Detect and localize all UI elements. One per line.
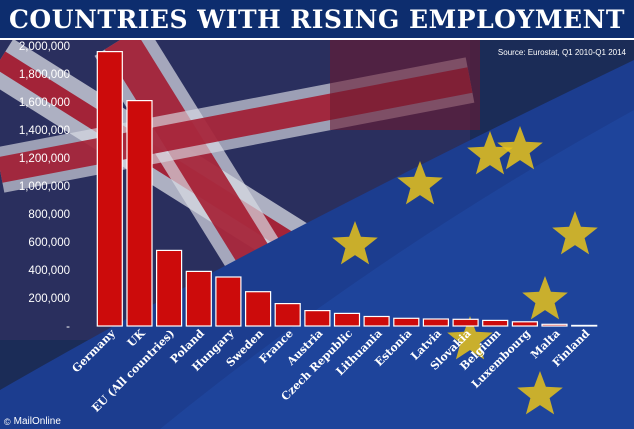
bar-eu-all-countries <box>156 249 183 327</box>
y-tick-label: 400,000 <box>28 265 70 277</box>
eu-star-4 <box>332 221 378 265</box>
credit-label: MailOnline <box>13 416 61 427</box>
eu-star-5 <box>522 276 568 320</box>
x-tick-label: UK <box>125 327 148 350</box>
bar-slovakia <box>452 318 479 327</box>
bars <box>96 50 598 327</box>
bar-malta <box>541 323 568 327</box>
bar-hungary <box>215 276 242 327</box>
bar-luxembourg <box>511 321 539 327</box>
y-tick-label: 800,000 <box>28 209 70 221</box>
y-tick-label: 200,000 <box>28 293 70 305</box>
bar-estonia <box>393 317 420 327</box>
bar-austria <box>304 310 331 327</box>
credit: © MailOnline <box>4 416 61 427</box>
eu-star-0 <box>497 126 543 170</box>
bar-france <box>274 303 301 327</box>
bar-germany <box>96 50 123 327</box>
bar-finland <box>571 324 598 327</box>
y-tick-label: - <box>66 321 70 333</box>
title-bar: COUNTRIES WITH RISING EMPLOYMENT <box>0 0 634 40</box>
page-title: COUNTRIES WITH RISING EMPLOYMENT <box>9 4 625 34</box>
eu-star-3 <box>552 211 598 255</box>
bar-belgium <box>482 319 509 327</box>
x-tick-label: Germany <box>70 326 119 375</box>
bar-uk <box>126 99 153 327</box>
y-tick-label: 1,800,000 <box>19 69 70 81</box>
bar-sweden <box>245 291 272 327</box>
bar-poland <box>185 270 212 327</box>
eu-star-1 <box>467 131 513 175</box>
eu-star-2 <box>397 161 443 205</box>
y-tick-label: 1,200,000 <box>19 153 70 165</box>
y-tick-label: 1,600,000 <box>19 97 70 109</box>
bar-latvia <box>422 318 449 327</box>
copyright-icon: © <box>4 416 11 427</box>
source-note: Source: Eurostat, Q1 2010-Q1 2014 <box>497 48 626 57</box>
y-axis: - 200,000 400,000 600,000 800,000 1,000,000 1,… <box>19 41 70 333</box>
eu-star-6 <box>447 316 493 360</box>
y-tick-label: 1,000,000 <box>19 181 70 193</box>
y-tick-label: 600,000 <box>28 237 70 249</box>
bar-lithuania <box>363 315 390 327</box>
eu-star-7 <box>517 371 563 415</box>
eu-stars <box>332 126 598 415</box>
y-tick-label: 2,000,000 <box>19 41 70 53</box>
y-tick-label: 1,400,000 <box>19 125 70 137</box>
bar-czech-republic <box>333 312 361 327</box>
